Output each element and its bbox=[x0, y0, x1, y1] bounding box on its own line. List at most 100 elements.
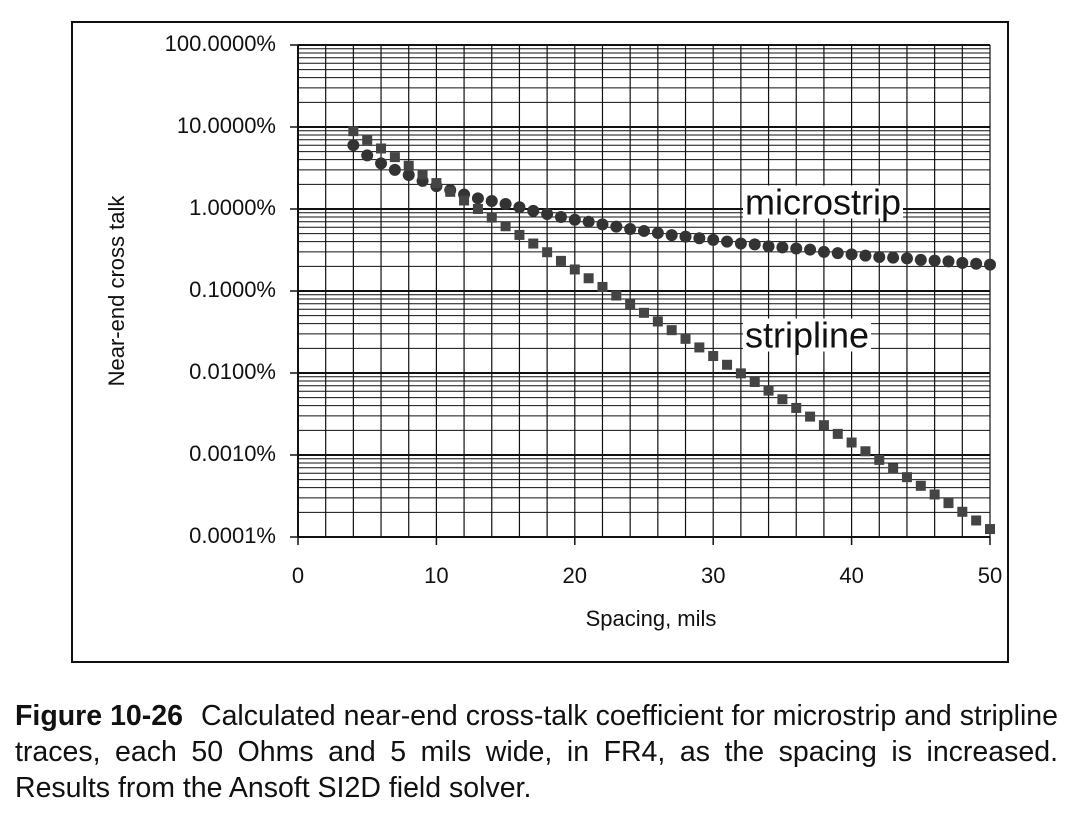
y-tick-label: 0.0010% bbox=[189, 441, 276, 466]
frame bbox=[71, 21, 1009, 663]
point bbox=[914, 253, 927, 266]
point bbox=[748, 238, 761, 251]
y-tick-label: 10.0000% bbox=[177, 113, 276, 138]
point bbox=[790, 242, 803, 255]
point bbox=[528, 238, 539, 249]
point bbox=[693, 232, 706, 245]
x-tick-label: 20 bbox=[563, 563, 587, 588]
x-axis-label: Spacing, mils bbox=[586, 606, 717, 631]
point bbox=[375, 157, 388, 170]
point bbox=[610, 220, 623, 233]
x-tick-label: 10 bbox=[424, 563, 448, 588]
point bbox=[763, 385, 774, 396]
point bbox=[500, 221, 511, 232]
point bbox=[680, 333, 691, 344]
point bbox=[624, 223, 637, 236]
legend-box bbox=[743, 318, 872, 352]
point bbox=[943, 498, 954, 509]
point bbox=[471, 192, 484, 205]
point bbox=[403, 160, 414, 171]
point bbox=[901, 472, 912, 483]
point bbox=[554, 210, 567, 223]
point bbox=[734, 237, 747, 250]
x-tick-label: 40 bbox=[839, 563, 863, 588]
point bbox=[873, 250, 886, 263]
point bbox=[845, 248, 858, 261]
point bbox=[542, 247, 553, 258]
caption: Figure 10-26 Calculated near-end cross-ta… bbox=[15, 698, 1058, 806]
point bbox=[362, 134, 373, 145]
point bbox=[638, 224, 650, 237]
point bbox=[762, 240, 775, 253]
point bbox=[597, 281, 608, 292]
point bbox=[846, 437, 857, 448]
point bbox=[486, 212, 497, 223]
point bbox=[569, 264, 580, 275]
point bbox=[666, 325, 677, 336]
point bbox=[928, 254, 941, 267]
chart: Spacing, mils Near-end cross talk 100.00… bbox=[71, 21, 1009, 663]
point bbox=[721, 235, 734, 248]
y-tick-label: 100.0000% bbox=[165, 31, 276, 56]
point bbox=[417, 169, 428, 180]
point bbox=[568, 213, 581, 226]
point bbox=[970, 257, 983, 270]
point bbox=[735, 368, 746, 379]
y-tick-label: 1.0000% bbox=[189, 195, 276, 220]
point bbox=[985, 524, 995, 535]
point bbox=[887, 251, 900, 264]
point bbox=[679, 230, 692, 243]
point bbox=[956, 256, 969, 269]
point bbox=[859, 249, 872, 262]
point bbox=[665, 229, 678, 242]
legend-box bbox=[743, 185, 904, 219]
point bbox=[777, 394, 788, 405]
point bbox=[776, 241, 789, 254]
point bbox=[555, 255, 566, 266]
point bbox=[722, 359, 733, 370]
point bbox=[402, 168, 415, 181]
point bbox=[596, 218, 609, 231]
point bbox=[388, 163, 401, 176]
point bbox=[361, 149, 374, 162]
legend-label: microstrip bbox=[745, 182, 901, 223]
point bbox=[459, 195, 470, 206]
point bbox=[707, 233, 720, 246]
point bbox=[831, 247, 844, 260]
point bbox=[791, 402, 802, 413]
point bbox=[708, 351, 719, 362]
point bbox=[984, 258, 996, 271]
point bbox=[541, 207, 554, 220]
y-axis-label: Near-end cross talk bbox=[104, 195, 129, 387]
y-tick-label: 0.0100% bbox=[189, 359, 276, 384]
point bbox=[888, 463, 899, 474]
caption-text: Calculated near-end cross-talk coefficie… bbox=[15, 700, 1058, 804]
x-tick-label: 50 bbox=[978, 563, 1002, 588]
point bbox=[513, 201, 526, 214]
point bbox=[445, 186, 456, 197]
point bbox=[874, 454, 885, 465]
point bbox=[625, 299, 636, 310]
point bbox=[900, 252, 913, 265]
point bbox=[929, 489, 940, 500]
legend-label: stripline bbox=[745, 315, 869, 356]
point bbox=[583, 273, 594, 284]
point bbox=[860, 446, 871, 457]
caption-label: Figure 10-26 bbox=[15, 700, 183, 732]
point bbox=[431, 178, 442, 189]
point bbox=[652, 316, 663, 327]
point bbox=[347, 139, 360, 152]
y-tick-label: 0.0001% bbox=[189, 523, 276, 548]
point bbox=[527, 204, 540, 217]
point bbox=[804, 243, 817, 256]
point bbox=[348, 126, 359, 137]
x-tick-label: 0 bbox=[292, 563, 304, 588]
point bbox=[805, 411, 816, 422]
point bbox=[611, 290, 622, 301]
point bbox=[639, 307, 649, 318]
point bbox=[485, 195, 498, 208]
point bbox=[957, 506, 968, 517]
x-tick-label: 30 bbox=[701, 563, 725, 588]
point bbox=[651, 226, 664, 239]
